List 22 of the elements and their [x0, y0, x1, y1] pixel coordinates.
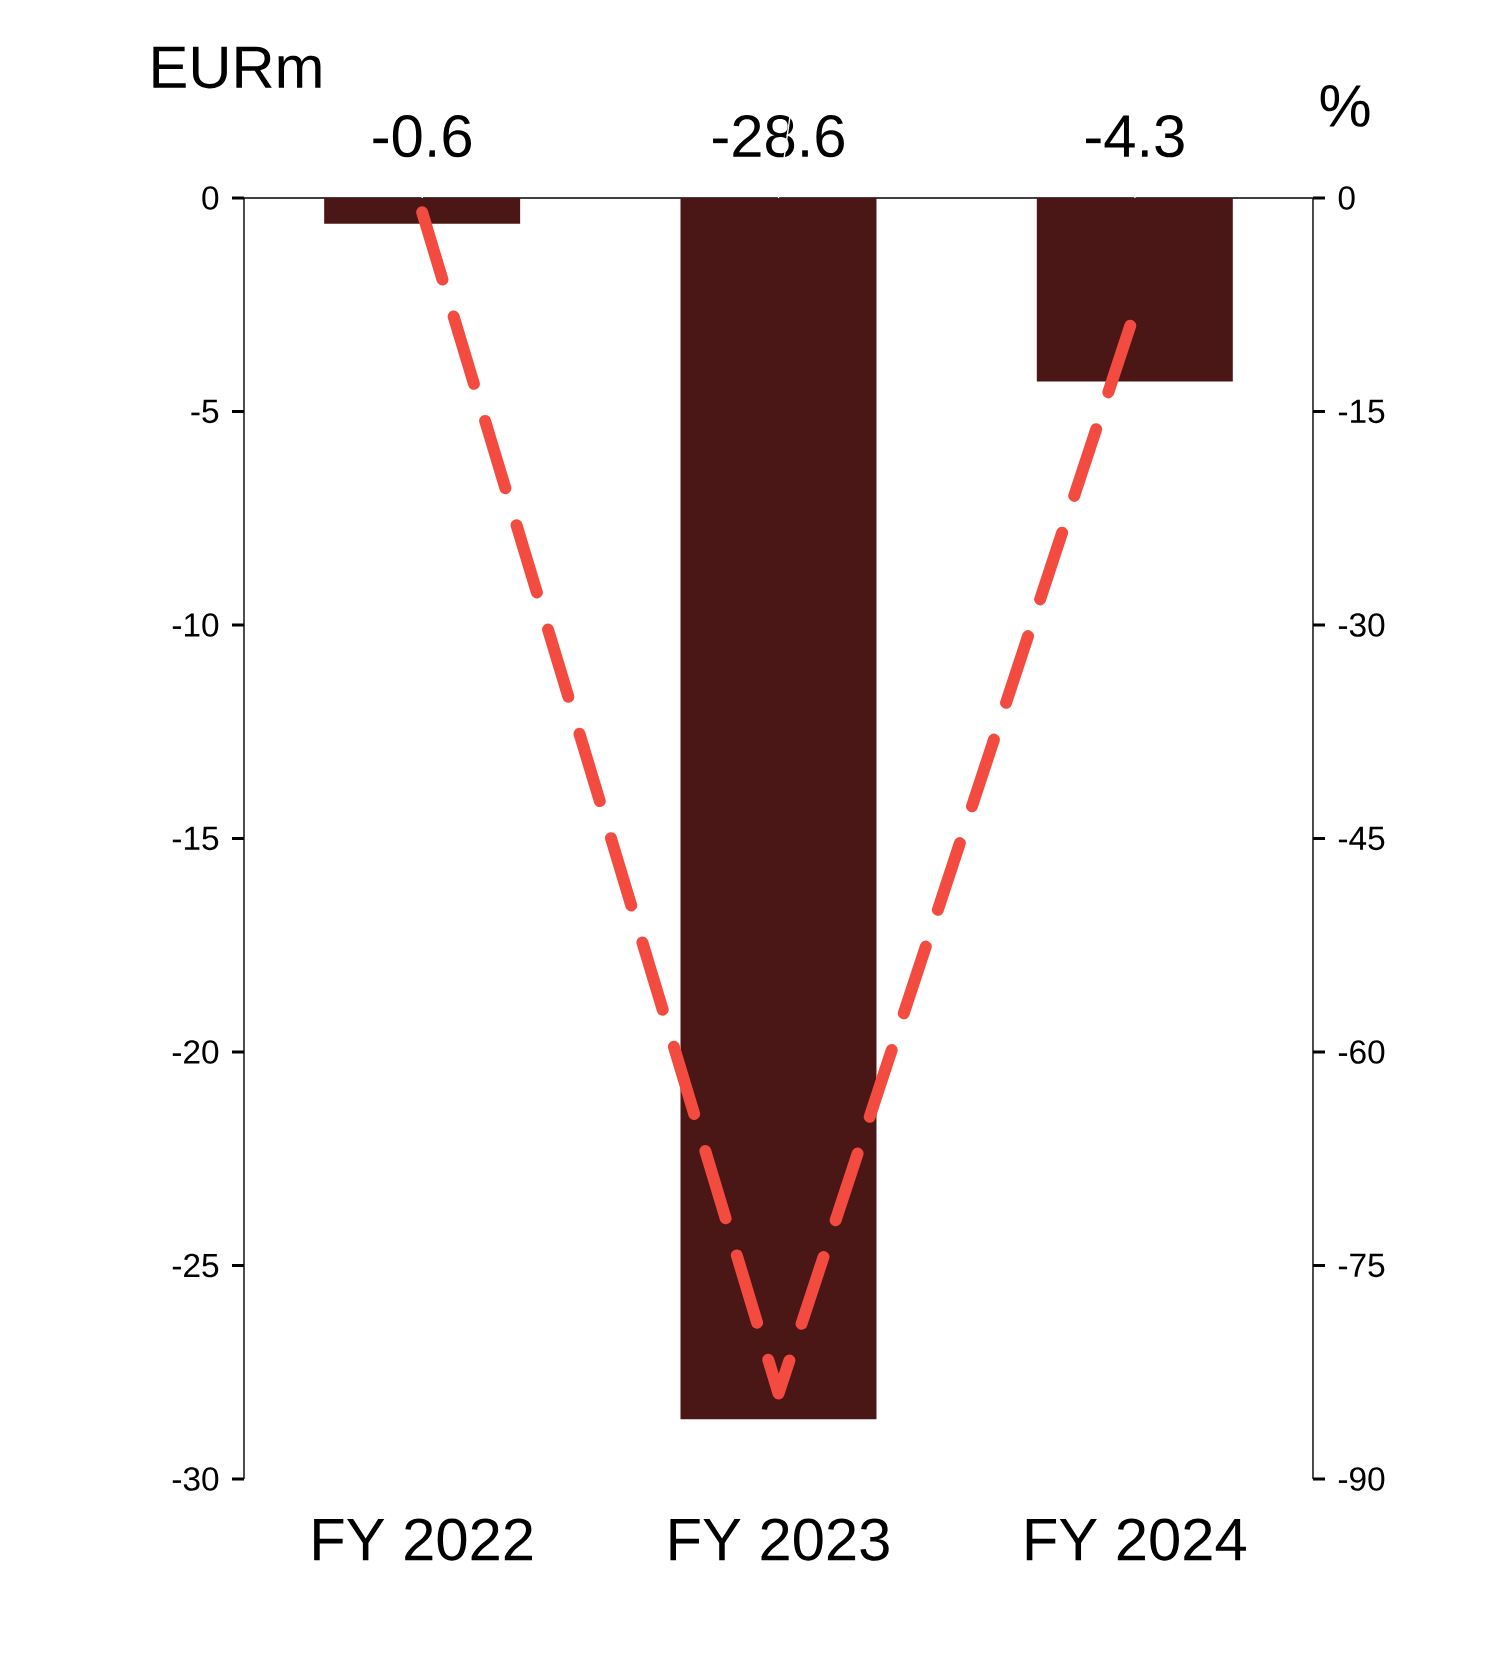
y2-axis-title: % — [1320, 85, 1370, 127]
y2-tick-label: -75 — [1338, 1253, 1385, 1278]
y2-tick-label: -15 — [1338, 399, 1385, 424]
y2-tick-label: -30 — [1338, 613, 1385, 637]
x-tick-label: FY 2023 — [670, 1518, 889, 1561]
x-tick-label: FY 2024 — [1026, 1518, 1246, 1561]
y-axis-title: EURm — [153, 46, 321, 89]
y-tick-label: -25 — [172, 1253, 219, 1278]
y2-tick-label: -90 — [1338, 1467, 1385, 1491]
y-tick-label: -10 — [172, 613, 219, 637]
data-label: -4.3 — [1085, 115, 1184, 158]
y2-tick-label: -45 — [1338, 826, 1385, 851]
y-tick-label: -30 — [172, 1467, 219, 1491]
data-label: -0.6 — [373, 115, 471, 158]
y-tick-label: -20 — [172, 1040, 219, 1064]
y-tick-label: -5 — [191, 399, 219, 424]
y-tick-label: 0 — [202, 186, 219, 210]
x-tick-label: FY 2022 — [314, 1518, 532, 1561]
y-tick-label: -15 — [172, 826, 219, 851]
y2-tick-label: -60 — [1338, 1040, 1385, 1064]
data-label: -28.6 — [713, 115, 844, 158]
y2-tick-label: 0 — [1338, 186, 1355, 210]
